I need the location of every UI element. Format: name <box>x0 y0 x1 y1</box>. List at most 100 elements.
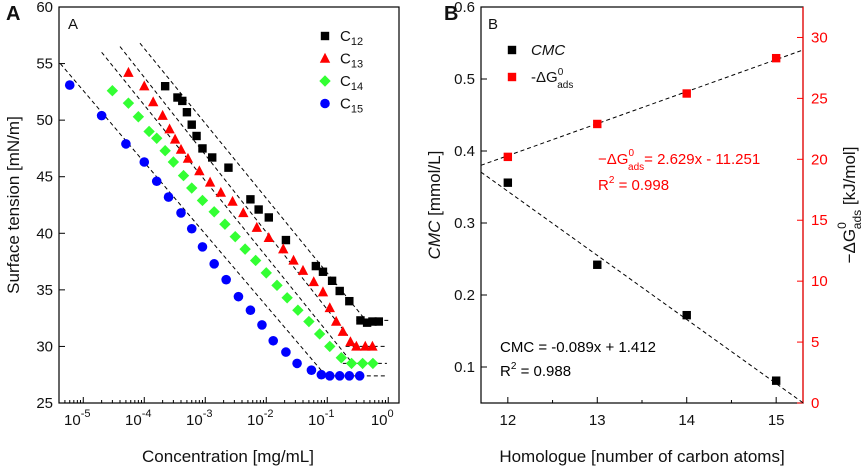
point-C13 <box>351 340 362 351</box>
x-tick-label: 13 <box>589 412 606 429</box>
point-C15 <box>344 371 355 381</box>
panel-a-ticks: 10-5 10-4 10-3 10-2 10-1 100 25 30 35 40 45 50 55 60 <box>36 0 393 429</box>
legend-label-cmc: CMC <box>531 42 565 59</box>
point-C15 <box>292 358 302 369</box>
y-tick-label: 25 <box>36 395 53 412</box>
point-C15 <box>96 110 107 121</box>
point-C13 <box>227 195 238 206</box>
point-C15 <box>306 365 317 375</box>
point-C15 <box>268 335 279 346</box>
point-C13 <box>330 315 342 326</box>
point-C15 <box>245 305 256 316</box>
point-C15 <box>281 347 291 357</box>
point-C12 <box>208 153 217 162</box>
point-C14 <box>122 97 135 109</box>
point-C15 <box>324 371 335 381</box>
panel-b-ticks: 12 13 14 15 0.1 0.2 0.3 0.4 0.5 0.6 0 5 10 15 20 25 30 <box>454 0 828 429</box>
point-C13 <box>278 243 289 254</box>
point-C14 <box>208 206 220 218</box>
point-C12 <box>264 213 273 222</box>
y-left-tick-label: 0.3 <box>454 215 475 232</box>
x-tick-label: 15 <box>768 412 785 429</box>
point-C15 <box>121 139 131 149</box>
point-cmc <box>771 376 781 385</box>
panel-b-letter: B <box>444 3 458 25</box>
dg-fit-r-squared: R2 = 0.998 <box>598 175 669 194</box>
point-C13 <box>139 80 150 91</box>
point-C14 <box>260 267 272 279</box>
point-C13 <box>263 232 274 243</box>
fit-line-C13 <box>119 46 357 347</box>
point-C14 <box>303 315 315 328</box>
point-C12 <box>374 317 384 326</box>
panel-b-right-y-axis-title: −ΔG0ads [kJ/mol] <box>835 147 864 264</box>
cmc-fit-equation: CMC = -0.089x + 1.412 <box>500 339 656 356</box>
point-C13 <box>215 186 227 197</box>
point-C12 <box>198 144 207 153</box>
point-C13 <box>367 340 378 351</box>
legend-label-C14: C14 <box>340 73 363 93</box>
point-C15 <box>176 208 186 218</box>
point-C12 <box>187 120 196 129</box>
y-right-tick-label: 20 <box>811 151 828 168</box>
y-tick-label: 60 <box>36 0 53 16</box>
panel-b: B B 12 13 14 15 0.1 0.2 0.3 0.4 0.5 0.6 0 5 10 15 20 25… <box>425 0 864 466</box>
point-C13 <box>297 264 309 275</box>
panel-a-x-axis-title: Concentration [mg/mL] <box>142 447 314 466</box>
point-C15 <box>354 371 365 381</box>
point-C12 <box>254 205 263 214</box>
cmc-fit-r-squared: R2 = 0.988 <box>500 361 571 380</box>
point-C14 <box>186 182 198 194</box>
point-C15 <box>186 223 197 234</box>
point-C15 <box>139 157 150 167</box>
point-C15 <box>64 80 75 90</box>
panel-a-plot-frame <box>58 6 400 404</box>
y-left-tick-label: 0.6 <box>454 0 475 16</box>
point-C12 <box>281 235 291 245</box>
x-tick-label: 10-4 <box>125 408 151 429</box>
panel-b-points <box>503 53 781 385</box>
point-C13 <box>360 340 371 351</box>
point-C12 <box>356 316 365 325</box>
point-C14 <box>345 357 358 370</box>
y-right-tick-label: 15 <box>811 212 828 229</box>
point-C14 <box>271 279 283 292</box>
fit-line-C14 <box>101 51 353 364</box>
point-C14 <box>219 218 231 230</box>
point-C15 <box>233 291 244 302</box>
panel-b-x-axis-title: Homologue [number of carbon atoms] <box>499 447 784 466</box>
legend-marker-C12 <box>320 31 330 41</box>
point-cmc <box>593 260 602 269</box>
point-C13 <box>157 109 168 120</box>
point-C13 <box>169 133 181 144</box>
panel-b-left-y-axis-title: CMC [mmol/L] <box>425 151 444 260</box>
y-left-tick-label: 0.2 <box>454 287 475 304</box>
point-C15 <box>257 320 267 330</box>
point-C13 <box>337 326 349 336</box>
point-C12 <box>224 163 233 172</box>
x-tick-label: 10-2 <box>247 408 273 429</box>
point-C12 <box>327 276 337 286</box>
point-C13 <box>123 66 134 77</box>
point-C14 <box>159 144 171 157</box>
point-C14 <box>151 132 163 144</box>
point-C13 <box>182 152 194 163</box>
y-left-tick-label: 0.1 <box>454 359 475 376</box>
fit-line-right <box>480 49 804 166</box>
point-C12 <box>178 96 187 106</box>
point-C14 <box>132 111 145 123</box>
point-dg <box>503 152 513 162</box>
legend-label-dg: -ΔG0 ads <box>531 67 573 91</box>
point-C15 <box>163 192 174 202</box>
point-C12 <box>160 82 170 91</box>
legend-marker-C13 <box>319 52 331 63</box>
point-C12 <box>311 261 321 271</box>
point-C14 <box>177 169 190 182</box>
y-tick-label: 55 <box>36 56 53 73</box>
point-C12 <box>318 267 328 276</box>
panel-b-fit-lines <box>480 49 804 404</box>
panel-a-y-axis-title: Surface tension [mN/m] <box>4 116 23 294</box>
point-C12 <box>368 317 377 326</box>
x-tick-label: 12 <box>499 412 516 429</box>
point-C14 <box>356 357 369 370</box>
